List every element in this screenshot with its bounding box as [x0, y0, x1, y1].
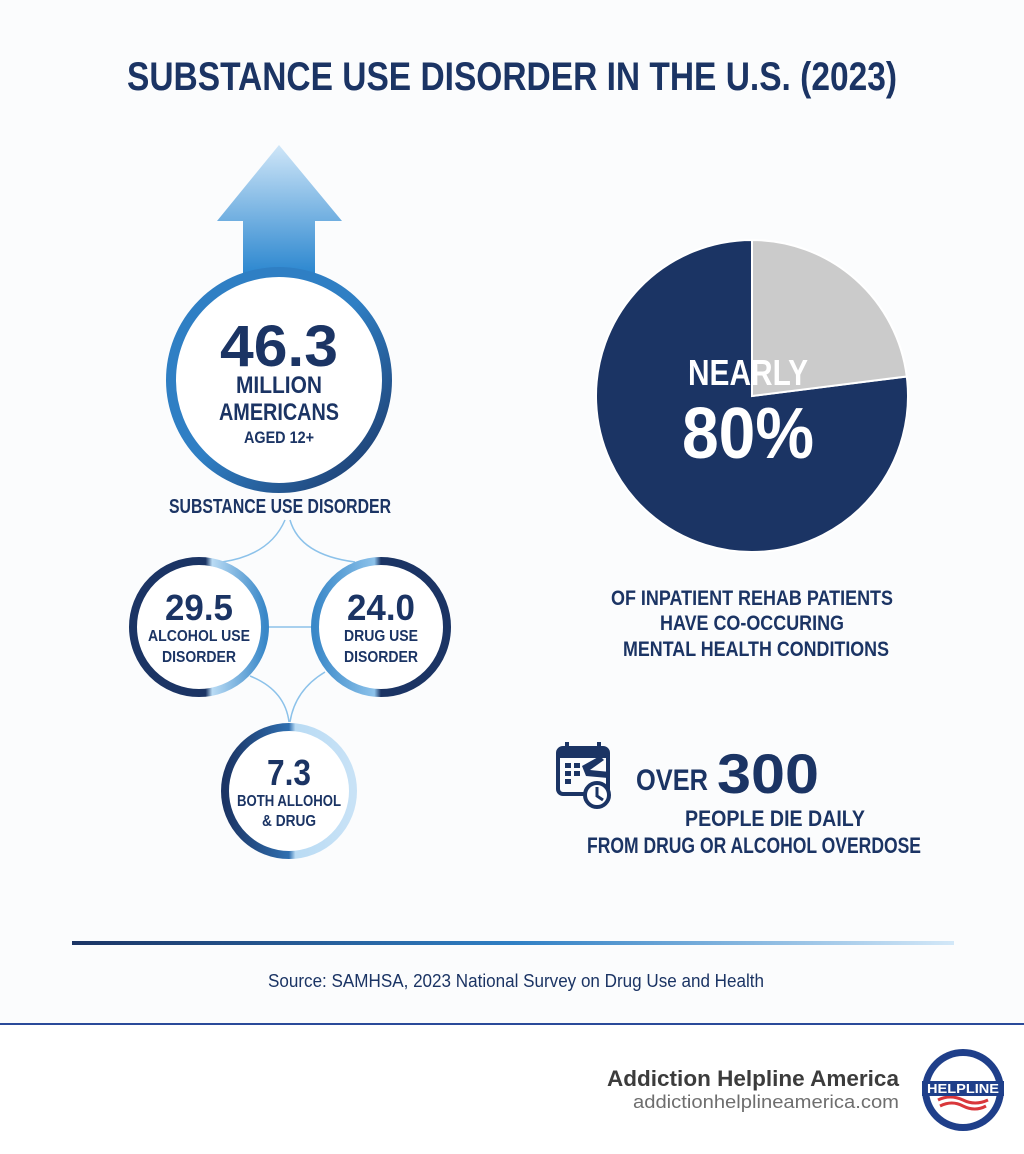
divider-gradient: [72, 941, 954, 945]
helpline-logo: HELPLINE: [922, 1049, 1004, 1131]
pie-caption-line3: MENTAL HEALTH CONDITIONS: [623, 638, 889, 661]
main-caption: SUBSTANCE USE DISORDER: [169, 496, 391, 518]
source-note: Source: SAMHSA, 2023 National Survey on …: [268, 971, 764, 991]
overdose-value: 300: [717, 742, 819, 805]
alcohol-line2: DISORDER: [162, 649, 236, 666]
footer-brand: Addiction Helpline America: [607, 1066, 900, 1091]
stat-circle-alcohol: 29.5 ALCOHOL USE DISORDER: [129, 557, 269, 697]
both-line1: BOTH ALLOHOL: [237, 793, 341, 810]
stat-circle-both: 7.3 BOTH ALLOHOL & DRUG: [221, 723, 357, 859]
pie-caption-line1: OF INPATIENT REHAB PATIENTS: [611, 587, 893, 610]
main-stat-line2: AMERICANS: [219, 399, 339, 426]
pie-caption-line2: HAVE CO-OCCURING: [660, 612, 844, 635]
drug-line2: DISORDER: [344, 649, 418, 666]
main-stat-line1: MILLION: [236, 372, 322, 399]
main-stat-circle: 46.3 MILLION AMERICANS AGED 12+: [166, 267, 392, 493]
overdose-line2: FROM DRUG OR ALCOHOL OVERDOSE: [587, 833, 921, 858]
overdose-line1: PEOPLE DIE DAILY: [685, 806, 865, 831]
main-stat-value: 46.3: [220, 314, 338, 379]
connector-lines: [221, 519, 356, 723]
svg-text:HELPLINE: HELPLINE: [927, 1081, 999, 1096]
drug-value: 24.0: [347, 587, 415, 628]
up-arrow-icon: [217, 145, 342, 275]
alcohol-line1: ALCOHOL USE: [148, 628, 250, 645]
main-stat-line3: AGED 12+: [244, 428, 314, 447]
pie-slice-main: [595, 238, 909, 553]
pie-slice-other: [751, 238, 908, 398]
footer-bg: [0, 1025, 1024, 1154]
both-line2: & DRUG: [262, 813, 316, 830]
page-title: SUBSTANCE USE DISORDER IN THE U.S. (2023…: [127, 55, 897, 99]
stat-circle-drug: 24.0 DRUG USE DISORDER: [311, 557, 451, 697]
pie-label-line1: NEARLY: [688, 352, 808, 393]
overdose-prefix: OVER: [636, 764, 708, 797]
footer-rule: [0, 1023, 1024, 1025]
drug-line1: DRUG USE: [344, 628, 418, 645]
pie-chart: [595, 238, 909, 553]
calendar-overdose-clock-icon: [556, 742, 611, 809]
alcohol-value: 29.5: [165, 587, 233, 628]
pie-label-value: 80%: [682, 394, 814, 474]
both-value: 7.3: [267, 752, 311, 793]
footer-url[interactable]: addictionhelplineamerica.com: [633, 1092, 899, 1112]
